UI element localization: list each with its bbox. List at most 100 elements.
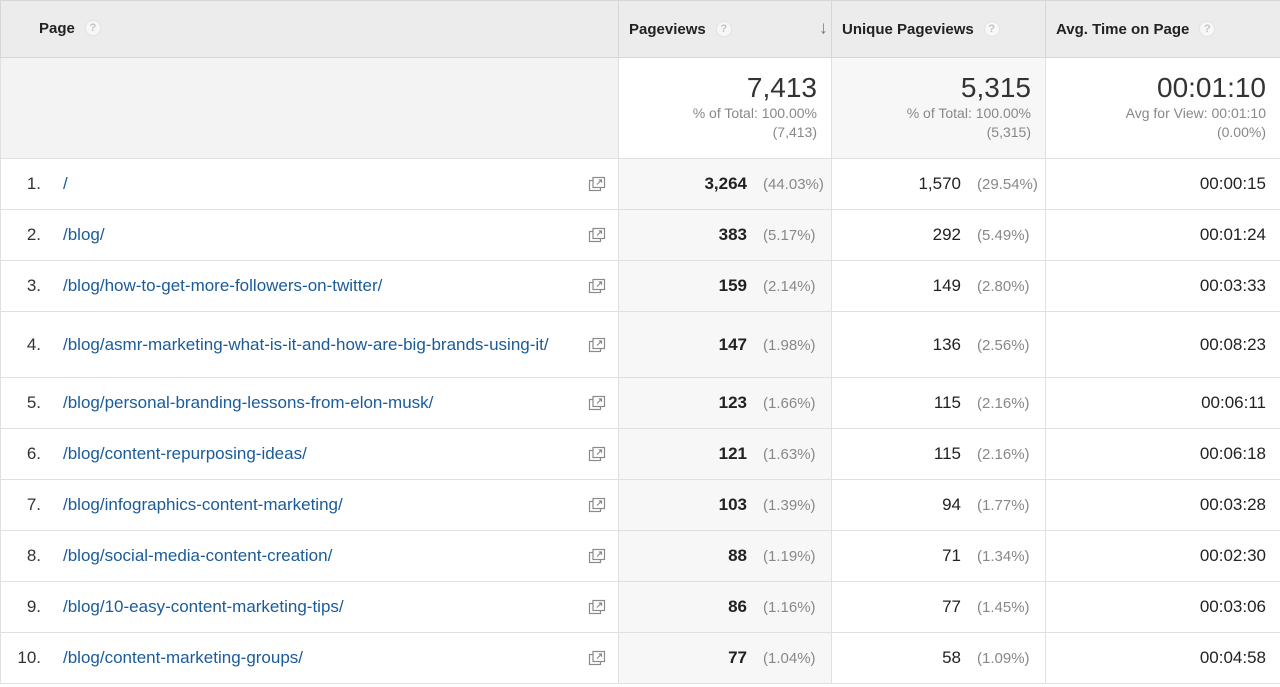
totals-avg-time-cell: 00:01:10 Avg for View: 00:01:10 (0.00%): [1045, 57, 1280, 159]
column-header-avg-time-label: Avg. Time on Page: [1056, 20, 1190, 38]
page-link[interactable]: /blog/social-media-content-creation/: [63, 546, 333, 565]
pageviews-percent: (1.98%): [763, 336, 816, 354]
page-cell: 1. /: [0, 158, 619, 210]
open-in-new-window-icon[interactable]: [588, 227, 606, 243]
totals-unique-pageviews-percent: % of Total: 100.00%: [906, 105, 1031, 121]
row-index: 10.: [17, 648, 41, 667]
page-link[interactable]: /blog/personal-branding-lessons-from-elo…: [63, 393, 434, 412]
pageviews-value: 86: [728, 597, 747, 616]
avg-time-value: 00:03:28: [1199, 495, 1266, 514]
column-header-unique-pageviews[interactable]: Unique Pageviews ?: [831, 0, 1046, 58]
avg-time-value: 00:08:23: [1199, 334, 1266, 354]
open-in-new-window-icon[interactable]: [588, 650, 606, 666]
pageviews-percent: (1.66%): [763, 395, 816, 412]
row-index: 6.: [26, 444, 41, 463]
pageviews-percent: (1.16%): [763, 599, 816, 616]
table-row: 10. /blog/content-marketing-groups/ 77 (1…: [0, 632, 1280, 684]
avg-time-value: 00:03:33: [1199, 276, 1266, 295]
table-row: 7. /blog/infographics-content-marketing/…: [0, 479, 1280, 531]
page-cell: 9. /blog/10-easy-content-marketing-tips/: [0, 581, 619, 633]
help-icon[interactable]: ?: [983, 21, 1000, 37]
unique-pageviews-value: 58: [942, 648, 961, 667]
page-link[interactable]: /blog/content-marketing-groups/: [63, 648, 304, 667]
unique-pageviews-value: 115: [933, 444, 961, 463]
page-link[interactable]: /blog/content-repurposing-ideas/: [63, 444, 307, 463]
table-row: 8. /blog/social-media-content-creation/ …: [0, 530, 1280, 582]
unique-pageviews-value: 115: [933, 393, 961, 412]
pageviews-percent: (1.39%): [763, 497, 816, 514]
pageviews-value: 121: [718, 444, 747, 463]
page-link[interactable]: /: [63, 174, 68, 193]
unique-pageviews-percent: (2.56%): [977, 336, 1030, 354]
pageviews-cell: 77 (1.04%): [618, 632, 832, 684]
pageviews-cell: 88 (1.19%): [618, 530, 832, 582]
table-row: 9. /blog/10-easy-content-marketing-tips/…: [0, 581, 1280, 633]
open-in-new-window-icon[interactable]: [588, 599, 606, 615]
totals-avg-time-view: Avg for View: 00:01:10: [1125, 105, 1266, 121]
unique-pageviews-cell: 292 (5.49%): [831, 209, 1046, 261]
pageviews-value: 3,264: [704, 174, 747, 193]
pageviews-value: 159: [718, 276, 747, 295]
page-link[interactable]: /blog/infographics-content-marketing/: [63, 495, 343, 514]
page-link[interactable]: /blog/asmr-marketing-what-is-it-and-how-…: [63, 334, 549, 354]
open-in-new-window-icon[interactable]: [588, 548, 606, 564]
totals-unique-pageviews-value: 5,315: [960, 72, 1031, 103]
table-row: 3. /blog/how-to-get-more-followers-on-tw…: [0, 260, 1280, 312]
page-link[interactable]: /blog/: [63, 225, 105, 244]
column-header-avg-time[interactable]: Avg. Time on Page ?: [1045, 0, 1280, 58]
column-header-unique-pageviews-label: Unique Pageviews: [842, 20, 974, 38]
totals-pageviews-cell: 7,413 % of Total: 100.00% (7,413): [618, 57, 832, 159]
page-link[interactable]: /blog/how-to-get-more-followers-on-twitt…: [63, 276, 383, 295]
unique-pageviews-percent: (2.16%): [977, 395, 1030, 412]
page-cell: 6. /blog/content-repurposing-ideas/: [0, 428, 619, 480]
avg-time-cell: 00:06:11: [1045, 377, 1280, 429]
help-icon[interactable]: ?: [1199, 21, 1216, 37]
row-index: 3.: [26, 276, 41, 295]
pageviews-cell: 159 (2.14%): [618, 260, 832, 312]
unique-pageviews-percent: (2.16%): [977, 446, 1030, 463]
open-in-new-window-icon[interactable]: [588, 497, 606, 513]
row-index: 1.: [26, 174, 41, 193]
pageviews-cell: 147 (1.98%): [618, 311, 832, 378]
page-link[interactable]: /blog/10-easy-content-marketing-tips/: [63, 597, 344, 616]
unique-pageviews-percent: (1.09%): [977, 650, 1030, 667]
open-in-new-window-icon[interactable]: [588, 278, 606, 294]
totals-row: 7,413 % of Total: 100.00% (7,413) 5,315 …: [0, 57, 1280, 159]
row-index: 5.: [26, 393, 41, 412]
avg-time-value: 00:06:18: [1199, 444, 1266, 463]
open-in-new-window-icon[interactable]: [588, 446, 606, 462]
pageviews-percent: (44.03%): [763, 176, 824, 193]
page-cell: 10. /blog/content-marketing-groups/: [0, 632, 619, 684]
pageviews-percent: (1.19%): [763, 548, 816, 565]
avg-time-cell: 00:03:33: [1045, 260, 1280, 312]
avg-time-value: 00:00:15: [1199, 174, 1266, 193]
unique-pageviews-cell: 115 (2.16%): [831, 377, 1046, 429]
column-header-page[interactable]: Page ?: [0, 0, 619, 58]
column-header-pageviews[interactable]: Pageviews ? ↓: [618, 0, 832, 58]
open-in-new-window-icon[interactable]: [588, 337, 606, 353]
unique-pageviews-percent: (29.54%): [977, 176, 1038, 193]
help-icon[interactable]: ?: [84, 20, 101, 36]
unique-pageviews-percent: (1.77%): [977, 497, 1030, 514]
help-icon[interactable]: ?: [715, 21, 732, 37]
avg-time-cell: 00:08:23: [1045, 311, 1280, 378]
pageviews-value: 123: [718, 393, 747, 412]
unique-pageviews-value: 77: [942, 597, 961, 616]
unique-pageviews-value: 292: [932, 225, 961, 244]
pageviews-value: 77: [728, 648, 747, 667]
unique-pageviews-cell: 149 (2.80%): [831, 260, 1046, 312]
pageviews-value: 103: [718, 495, 747, 514]
avg-time-value: 00:06:11: [1201, 393, 1266, 412]
unique-pageviews-percent: (5.49%): [977, 227, 1030, 244]
row-index: 8.: [26, 546, 41, 565]
page-cell: 3. /blog/how-to-get-more-followers-on-tw…: [0, 260, 619, 312]
open-in-new-window-icon[interactable]: [588, 176, 606, 192]
unique-pageviews-percent: (2.80%): [977, 278, 1030, 295]
page-cell: 7. /blog/infographics-content-marketing/: [0, 479, 619, 531]
unique-pageviews-value: 136: [932, 334, 961, 354]
open-in-new-window-icon[interactable]: [588, 395, 606, 411]
sort-descending-icon[interactable]: ↓: [819, 17, 828, 38]
table-row: 1. / 3,264 (44.03%) 1,570 (29.54%) 00:00:1…: [0, 158, 1280, 210]
totals-avg-time-percent: (0.00%): [1216, 124, 1266, 140]
